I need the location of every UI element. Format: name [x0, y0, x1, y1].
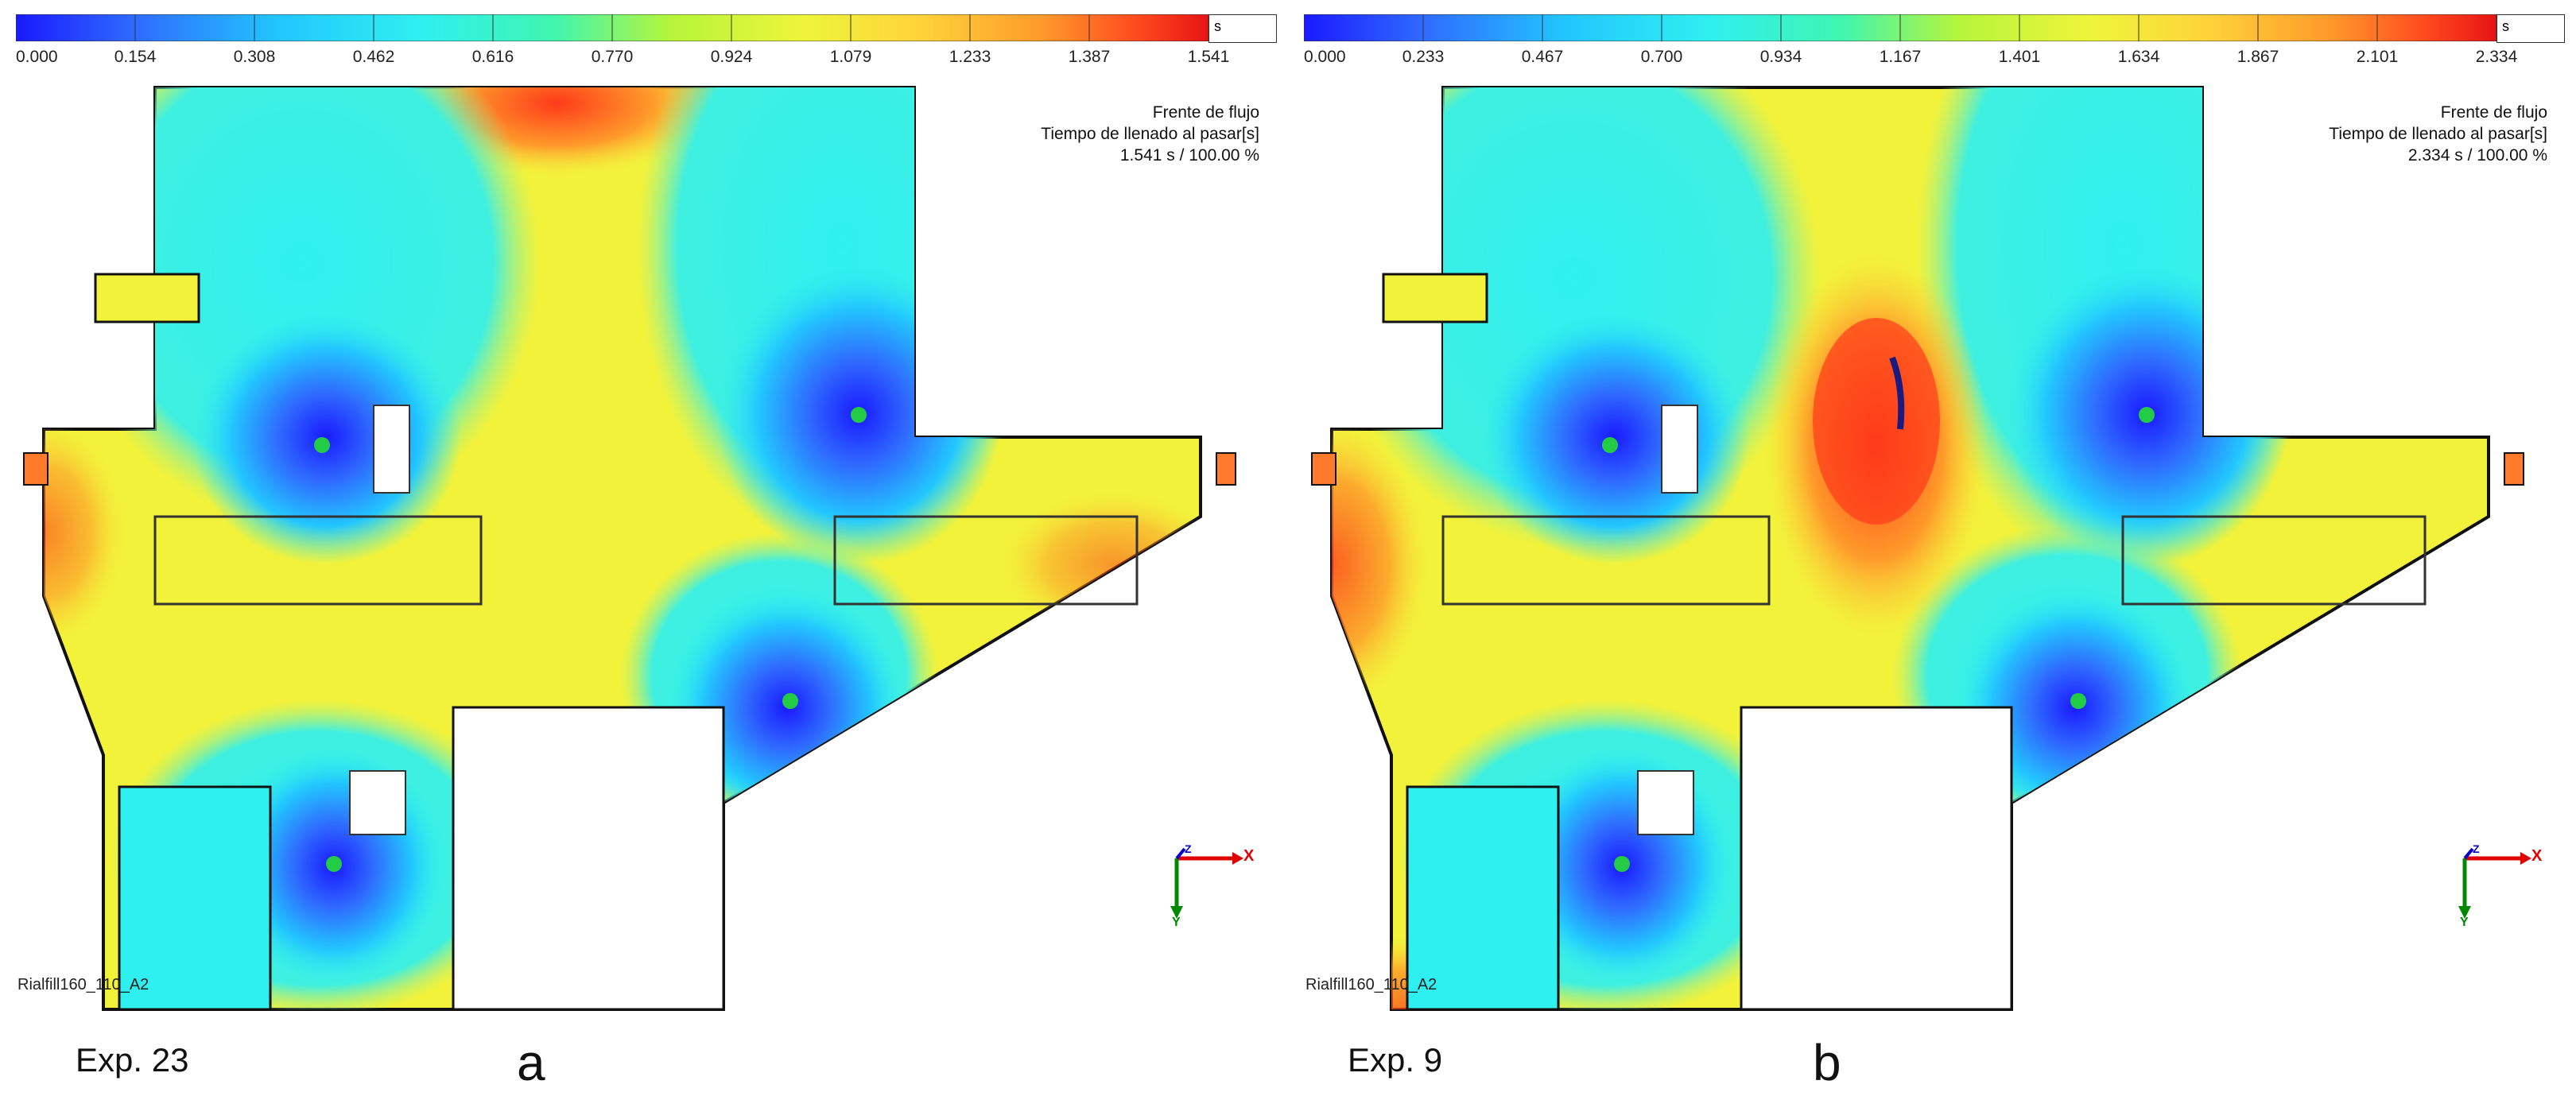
fill-time-contour-plot — [23, 86, 1236, 1011]
unit-label: s — [1214, 18, 1221, 34]
tick-label: 1.079 — [829, 48, 872, 66]
tick-label: 0.154 — [114, 48, 157, 66]
tick-label: 2.334 — [2475, 48, 2518, 66]
tick-label: 2.101 — [2356, 48, 2399, 66]
tick-label: 0.308 — [233, 48, 276, 66]
gate-marker — [314, 437, 330, 453]
panel-b: s 0.000 0.233 0.467 0.700 0.934 1.167 1.… — [1288, 0, 2576, 1096]
colorbar-gradient — [1304, 14, 2496, 41]
result-legend: Frente de flujo Tiempo de llenado al pas… — [2329, 102, 2547, 166]
gate-marker — [326, 856, 342, 872]
tick-label: 1.634 — [2117, 48, 2160, 66]
legend-value: 1.541 s / 100.00 % — [1119, 146, 1259, 165]
tick-label: 0.924 — [710, 48, 753, 66]
tick-label: 1.867 — [2237, 48, 2279, 66]
gate-markers — [1602, 407, 2155, 872]
experiment-label: Exp. 23 — [76, 1041, 189, 1079]
axis-x-label: X — [1243, 847, 1255, 865]
result-legend: Frente de flujo Tiempo de llenado al pas… — [1041, 102, 1259, 166]
axis-triad-icon — [1170, 847, 1243, 919]
part-body — [23, 86, 1236, 1011]
panel-letter: b — [1813, 1034, 1841, 1091]
legend-quantity: Tiempo de llenado al pasar[s] — [2329, 125, 2547, 143]
tick-label: 1.167 — [1879, 48, 1922, 66]
orientation-triad: X Y Z — [2449, 842, 2544, 930]
unit-box: s — [1208, 14, 1277, 43]
part-body — [1311, 86, 2524, 1011]
tick-label: 0.000 — [1304, 48, 1346, 66]
tick-label: 0.467 — [1521, 48, 1564, 66]
experiment-label: Exp. 9 — [1348, 1041, 1443, 1079]
legend-quantity: Tiempo de llenado al pasar[s] — [1041, 125, 1259, 143]
axis-triad-icon — [2458, 847, 2531, 919]
unit-box: s — [2496, 14, 2565, 43]
gate-marker — [851, 407, 867, 423]
tick-label: 1.541 — [1187, 48, 1230, 66]
gate-marker — [1614, 856, 1630, 872]
tick-label: 0.462 — [352, 48, 395, 66]
tick-label: 0.233 — [1402, 48, 1445, 66]
gate-marker — [2070, 693, 2086, 709]
tick-label: 1.233 — [949, 48, 991, 66]
tick-label: 1.401 — [1998, 48, 2041, 66]
legend-title: Frente de flujo — [1152, 103, 1259, 122]
tick-label: 0.616 — [471, 48, 514, 66]
tick-label: 0.000 — [16, 48, 58, 66]
tick-labels: 0.000 0.154 0.308 0.462 0.616 0.770 0.92… — [16, 48, 1229, 72]
tick-label: 1.387 — [1068, 48, 1111, 66]
panel-letter: a — [517, 1034, 545, 1091]
model-label: Rialfill160_110_A2 — [1305, 976, 1437, 993]
tick-labels: 0.000 0.233 0.467 0.700 0.934 1.167 1.40… — [1304, 48, 2517, 72]
weld-line — [1889, 356, 1905, 430]
gate-marker — [1602, 437, 1618, 453]
orientation-triad: X Y Z — [1161, 842, 1256, 930]
axis-z-label: Z — [1185, 842, 1192, 855]
model-label: Rialfill160_110_A2 — [17, 976, 149, 993]
colorbar-gradient — [16, 14, 1208, 41]
gate-marker — [782, 693, 798, 709]
unit-label: s — [2502, 18, 2509, 34]
tick-label: 0.770 — [591, 48, 634, 66]
colorbar — [1304, 14, 2496, 41]
colorbar — [16, 14, 1208, 41]
tick-label: 0.700 — [1640, 48, 1683, 66]
gate-markers — [314, 407, 867, 872]
axis-y-label: Y — [1172, 916, 1181, 929]
axis-z-label: Z — [2473, 842, 2480, 855]
fill-time-contour-plot — [1311, 86, 2524, 1011]
gate-marker — [2139, 407, 2155, 423]
panel-a: s 0.000 0.154 0.308 0.462 0.616 0.770 0.… — [16, 14, 1277, 1091]
legend-title: Frente de flujo — [2440, 103, 2547, 122]
axis-y-label: Y — [2460, 916, 2469, 929]
tick-label: 0.934 — [1759, 48, 1802, 66]
axis-x-label: X — [2531, 847, 2543, 865]
legend-value: 2.334 s / 100.00 % — [2407, 146, 2547, 165]
